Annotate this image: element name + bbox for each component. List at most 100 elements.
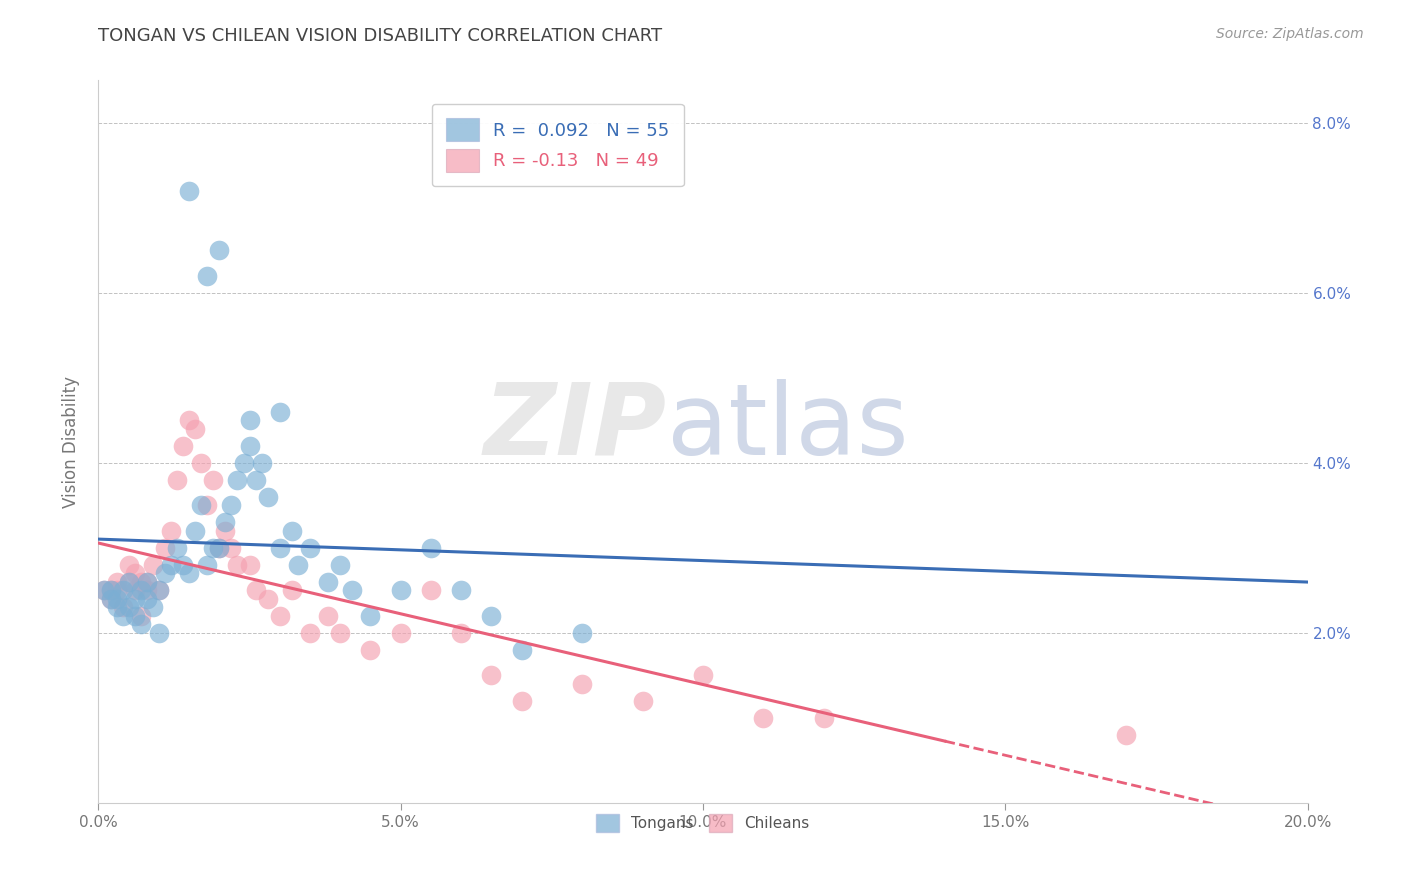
Point xyxy=(208,244,231,258)
Point xyxy=(202,473,225,487)
Point xyxy=(631,694,654,708)
Point xyxy=(105,583,128,598)
Point xyxy=(420,583,443,598)
Point xyxy=(450,625,472,640)
Point xyxy=(111,600,134,615)
Y-axis label: Vision Disability: Vision Disability xyxy=(62,376,80,508)
Point xyxy=(250,456,273,470)
Point xyxy=(100,591,122,606)
Point xyxy=(316,608,339,623)
Point xyxy=(195,558,218,572)
Point xyxy=(179,184,201,198)
Point xyxy=(226,473,249,487)
Point xyxy=(245,583,267,598)
Point xyxy=(148,625,170,640)
Text: ZIP: ZIP xyxy=(484,378,666,475)
Point xyxy=(172,439,194,453)
Point xyxy=(239,413,262,427)
Point xyxy=(118,574,141,589)
Point xyxy=(129,574,152,589)
Point xyxy=(281,524,304,538)
Text: atlas: atlas xyxy=(666,378,908,475)
Point xyxy=(142,558,165,572)
Point xyxy=(360,608,382,623)
Point xyxy=(481,668,503,682)
Point xyxy=(299,625,322,640)
Point xyxy=(1115,728,1137,742)
Point xyxy=(129,608,152,623)
Point xyxy=(124,566,146,581)
Point xyxy=(100,583,122,598)
Point xyxy=(510,642,533,657)
Point xyxy=(420,541,443,555)
Point xyxy=(214,524,236,538)
Point xyxy=(111,583,134,598)
Point xyxy=(160,558,183,572)
Point xyxy=(100,583,122,598)
Point xyxy=(190,456,212,470)
Point xyxy=(389,583,412,598)
Point xyxy=(269,608,291,623)
Point xyxy=(184,524,207,538)
Point xyxy=(153,541,176,555)
Point xyxy=(245,473,267,487)
Point xyxy=(179,566,201,581)
Point xyxy=(752,711,775,725)
Point xyxy=(256,490,278,504)
Point xyxy=(129,617,152,632)
Point xyxy=(160,524,183,538)
Point xyxy=(510,694,533,708)
Point xyxy=(239,558,262,572)
Point xyxy=(450,583,472,598)
Point xyxy=(135,583,157,598)
Point xyxy=(360,642,382,657)
Point xyxy=(256,591,278,606)
Point xyxy=(118,574,141,589)
Point xyxy=(166,473,188,487)
Point xyxy=(195,268,218,283)
Point xyxy=(239,439,262,453)
Point xyxy=(190,498,212,512)
Point xyxy=(329,625,352,640)
Point xyxy=(135,591,157,606)
Point xyxy=(342,583,364,598)
Point xyxy=(299,541,322,555)
Point xyxy=(208,541,231,555)
Point xyxy=(329,558,352,572)
Point xyxy=(93,583,115,598)
Point xyxy=(105,600,128,615)
Point xyxy=(100,591,122,606)
Point xyxy=(287,558,309,572)
Point xyxy=(269,541,291,555)
Point xyxy=(135,574,157,589)
Point xyxy=(208,541,231,555)
Point xyxy=(166,541,188,555)
Point xyxy=(316,574,339,589)
Point xyxy=(124,591,146,606)
Text: TONGAN VS CHILEAN VISION DISABILITY CORRELATION CHART: TONGAN VS CHILEAN VISION DISABILITY CORR… xyxy=(98,27,662,45)
Point xyxy=(118,600,141,615)
Point xyxy=(105,591,128,606)
Point xyxy=(135,574,157,589)
Point xyxy=(124,583,146,598)
Point xyxy=(571,677,593,691)
Point xyxy=(269,405,291,419)
Point xyxy=(93,583,115,598)
Point xyxy=(281,583,304,598)
Point xyxy=(148,583,170,598)
Legend: Tongans, Chileans: Tongans, Chileans xyxy=(591,807,815,838)
Point xyxy=(111,608,134,623)
Point xyxy=(214,516,236,530)
Point xyxy=(232,456,254,470)
Point xyxy=(153,566,176,581)
Point xyxy=(221,498,243,512)
Point xyxy=(195,498,218,512)
Point xyxy=(105,574,128,589)
Point xyxy=(202,541,225,555)
Point xyxy=(692,668,714,682)
Point xyxy=(389,625,412,640)
Point xyxy=(179,413,201,427)
Point xyxy=(184,422,207,436)
Point xyxy=(148,583,170,598)
Point xyxy=(124,608,146,623)
